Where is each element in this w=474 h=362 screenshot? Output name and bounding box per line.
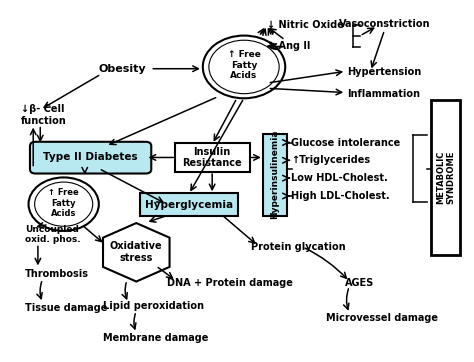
FancyBboxPatch shape [431, 100, 460, 255]
Text: Inflammation: Inflammation [347, 89, 420, 99]
Text: Thrombosis: Thrombosis [25, 269, 89, 279]
Text: Type II Diabetes: Type II Diabetes [43, 152, 137, 163]
FancyBboxPatch shape [175, 143, 250, 172]
Text: ↑ Ang II: ↑ Ang II [267, 41, 311, 51]
Text: Microvessel damage: Microvessel damage [326, 313, 438, 323]
Text: ↓β- Cell
function: ↓β- Cell function [20, 104, 66, 126]
Polygon shape [103, 223, 170, 282]
Text: Hyperinsulinemia: Hyperinsulinemia [270, 130, 279, 219]
Text: Low HDL-Cholest.: Low HDL-Cholest. [291, 173, 388, 183]
Text: ↓ Nitric Oxide: ↓ Nitric Oxide [267, 20, 344, 30]
FancyBboxPatch shape [30, 142, 151, 173]
Text: Obesity: Obesity [99, 64, 146, 74]
Text: High LDL-Cholest.: High LDL-Cholest. [291, 191, 390, 201]
Text: Hyperglycemia: Hyperglycemia [145, 199, 233, 210]
Text: Glucose intolerance: Glucose intolerance [291, 138, 400, 147]
Text: Membrane damage: Membrane damage [103, 333, 209, 343]
Text: ↑ Free
Fatty
Acids: ↑ Free Fatty Acids [228, 50, 261, 80]
Circle shape [28, 177, 99, 231]
Circle shape [203, 35, 285, 98]
Text: ↑Triglycerides: ↑Triglycerides [291, 155, 370, 165]
FancyBboxPatch shape [139, 193, 238, 216]
FancyBboxPatch shape [263, 134, 287, 216]
Text: Tissue damage: Tissue damage [25, 303, 108, 312]
Text: Lipid peroxidation: Lipid peroxidation [103, 302, 204, 311]
Text: Insulin
Resistance: Insulin Resistance [182, 147, 242, 168]
Text: Vasoconstriction: Vasoconstriction [339, 19, 430, 29]
Text: Oxidative
stress: Oxidative stress [110, 241, 163, 263]
Text: ↑ Free
Fatty
Acids: ↑ Free Fatty Acids [48, 188, 79, 218]
Text: DNA + ​Protein damage: DNA + ​Protein damage [167, 278, 292, 287]
Text: Uncoupled
oxid. phos.: Uncoupled oxid. phos. [25, 225, 81, 244]
Text: METABOLIC
SYNDROME: METABOLIC SYNDROME [436, 151, 455, 204]
Text: AGES: AGES [345, 278, 374, 287]
Text: Protein glycation: Protein glycation [251, 242, 346, 252]
Text: Hypertension: Hypertension [347, 67, 421, 77]
